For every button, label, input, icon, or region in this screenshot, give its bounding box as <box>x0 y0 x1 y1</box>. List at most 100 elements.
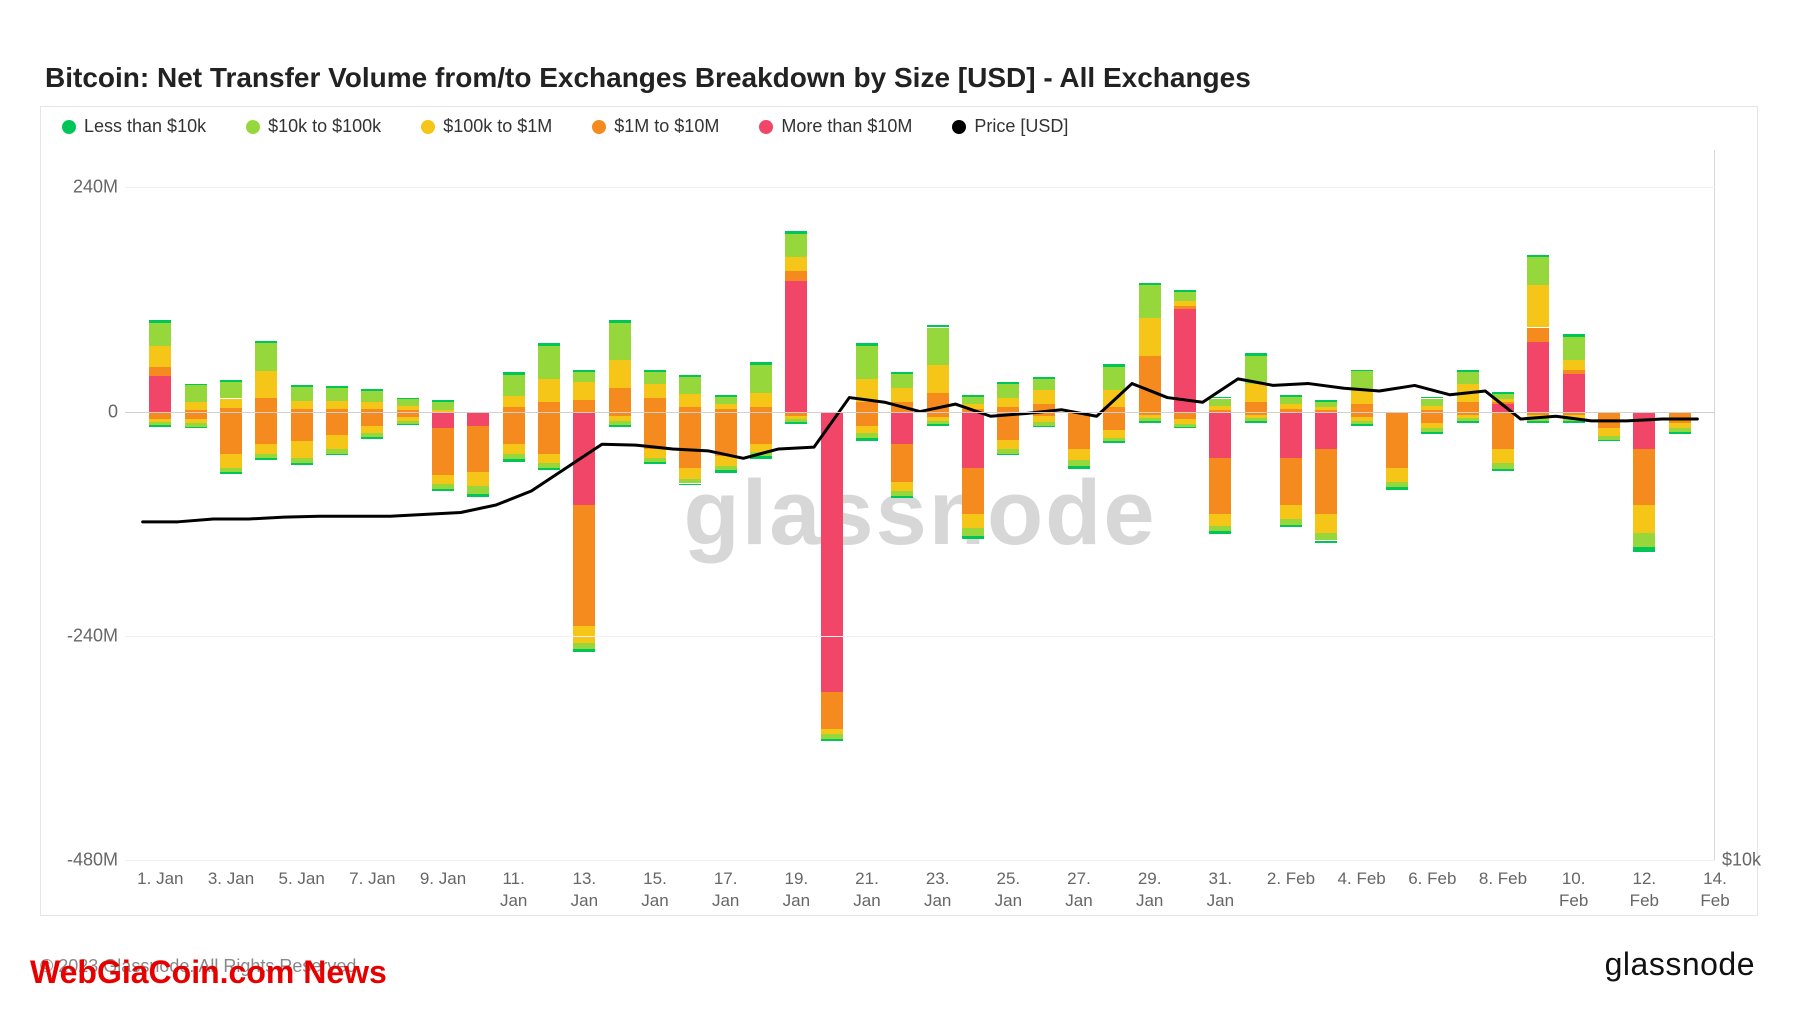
bar-segment <box>962 395 984 397</box>
bar-segment <box>573 370 595 372</box>
bar-segment <box>1563 421 1585 423</box>
bar-segment <box>538 379 560 402</box>
bar-segment <box>1245 384 1267 403</box>
bar-segment <box>785 281 807 412</box>
bar-segment <box>503 396 525 407</box>
bar-segment <box>856 346 878 379</box>
bar-segment <box>856 343 878 346</box>
bar-segment <box>467 472 489 486</box>
bar-segment <box>149 412 171 419</box>
bar-segment <box>1563 370 1585 375</box>
legend-dot <box>759 120 773 134</box>
bar-segment <box>1598 428 1620 435</box>
bar-segment <box>361 426 383 433</box>
bar-segment <box>220 382 242 399</box>
bar-segment <box>1527 285 1549 327</box>
bar-column <box>1103 150 1125 860</box>
bar-segment <box>361 412 383 426</box>
bar-segment <box>1421 432 1443 434</box>
bar-segment <box>1103 364 1125 367</box>
bar-segment <box>397 424 419 425</box>
bar-segment <box>220 472 242 474</box>
bar-segment <box>715 395 737 397</box>
gridline <box>125 187 1715 188</box>
bar-segment <box>1351 424 1373 426</box>
bar-column <box>1669 150 1691 860</box>
bar-segment <box>185 402 207 409</box>
bar-column <box>1280 150 1302 860</box>
legend-label: More than $10M <box>781 116 912 137</box>
y-axis-label: -240M <box>38 625 118 646</box>
bar-segment <box>432 412 454 429</box>
bar-column <box>1245 150 1267 860</box>
bar-segment <box>1033 379 1055 390</box>
bar-column <box>1174 150 1196 860</box>
bar-segment <box>1457 421 1479 423</box>
bar-column <box>149 150 171 860</box>
bar-segment <box>609 425 631 427</box>
bar-segment <box>1633 412 1655 449</box>
bar-segment <box>856 426 878 433</box>
bar-segment <box>149 323 171 346</box>
bar-segment <box>1492 404 1514 411</box>
bar-segment <box>785 271 807 280</box>
gridline <box>125 412 1715 413</box>
bar-segment <box>1174 412 1196 419</box>
bar-column <box>1139 150 1161 860</box>
bar-segment <box>644 384 666 398</box>
bar-segment <box>891 412 913 445</box>
bar-segment <box>1209 399 1231 406</box>
bar-segment <box>1174 309 1196 412</box>
y-axis-label: 0 <box>38 401 118 422</box>
bar-segment <box>1351 390 1373 404</box>
bar-segment <box>1068 466 1090 469</box>
bar-column <box>361 150 383 860</box>
bar-column <box>750 150 772 860</box>
bar-column <box>821 150 843 860</box>
bar-segment <box>609 323 631 360</box>
bar-segment <box>962 514 984 528</box>
x-axis-label: 12. Feb <box>1630 868 1659 912</box>
bar-segment <box>821 692 843 729</box>
bar-segment <box>1280 397 1302 404</box>
bar-segment <box>1315 514 1337 533</box>
bar-segment <box>679 375 701 377</box>
bar-segment <box>1280 395 1302 397</box>
bar-segment <box>750 444 772 451</box>
legend-item: $10k to $100k <box>246 116 381 137</box>
bar-segment <box>1139 283 1161 286</box>
bar-column <box>1457 150 1479 860</box>
bar-segment <box>1669 432 1691 434</box>
bar-segment <box>538 412 560 454</box>
brand-logo: glassnode <box>1605 946 1755 983</box>
bar-segment <box>1139 421 1161 423</box>
bar-segment <box>1174 292 1196 301</box>
bar-segment <box>679 377 701 394</box>
bar-segment <box>291 441 313 458</box>
bar-segment <box>644 370 666 372</box>
x-axis-label: 13. Jan <box>571 868 598 912</box>
gridline <box>125 636 1715 637</box>
bar-segment <box>1669 412 1691 423</box>
bar-segment <box>679 484 701 486</box>
bar-segment <box>1174 290 1196 292</box>
bar-segment <box>1492 469 1514 472</box>
bar-segment <box>750 365 772 393</box>
bar-segment <box>1139 318 1161 355</box>
bar-segment <box>1280 404 1302 409</box>
bar-segment <box>997 382 1019 384</box>
bar-segment <box>1068 412 1090 449</box>
bar-column <box>1315 150 1337 860</box>
bar-segment <box>644 449 666 458</box>
bar-segment <box>149 320 171 323</box>
bar-segment <box>1209 514 1231 525</box>
bar-segment <box>1209 531 1231 534</box>
bar-segment <box>962 397 984 404</box>
bar-segment <box>1139 356 1161 412</box>
legend-label: $10k to $100k <box>268 116 381 137</box>
bar-segment <box>538 402 560 411</box>
bar-segment <box>1421 397 1443 399</box>
bar-segment <box>149 376 171 412</box>
bars-layer <box>125 150 1715 860</box>
bar-segment <box>962 412 984 468</box>
